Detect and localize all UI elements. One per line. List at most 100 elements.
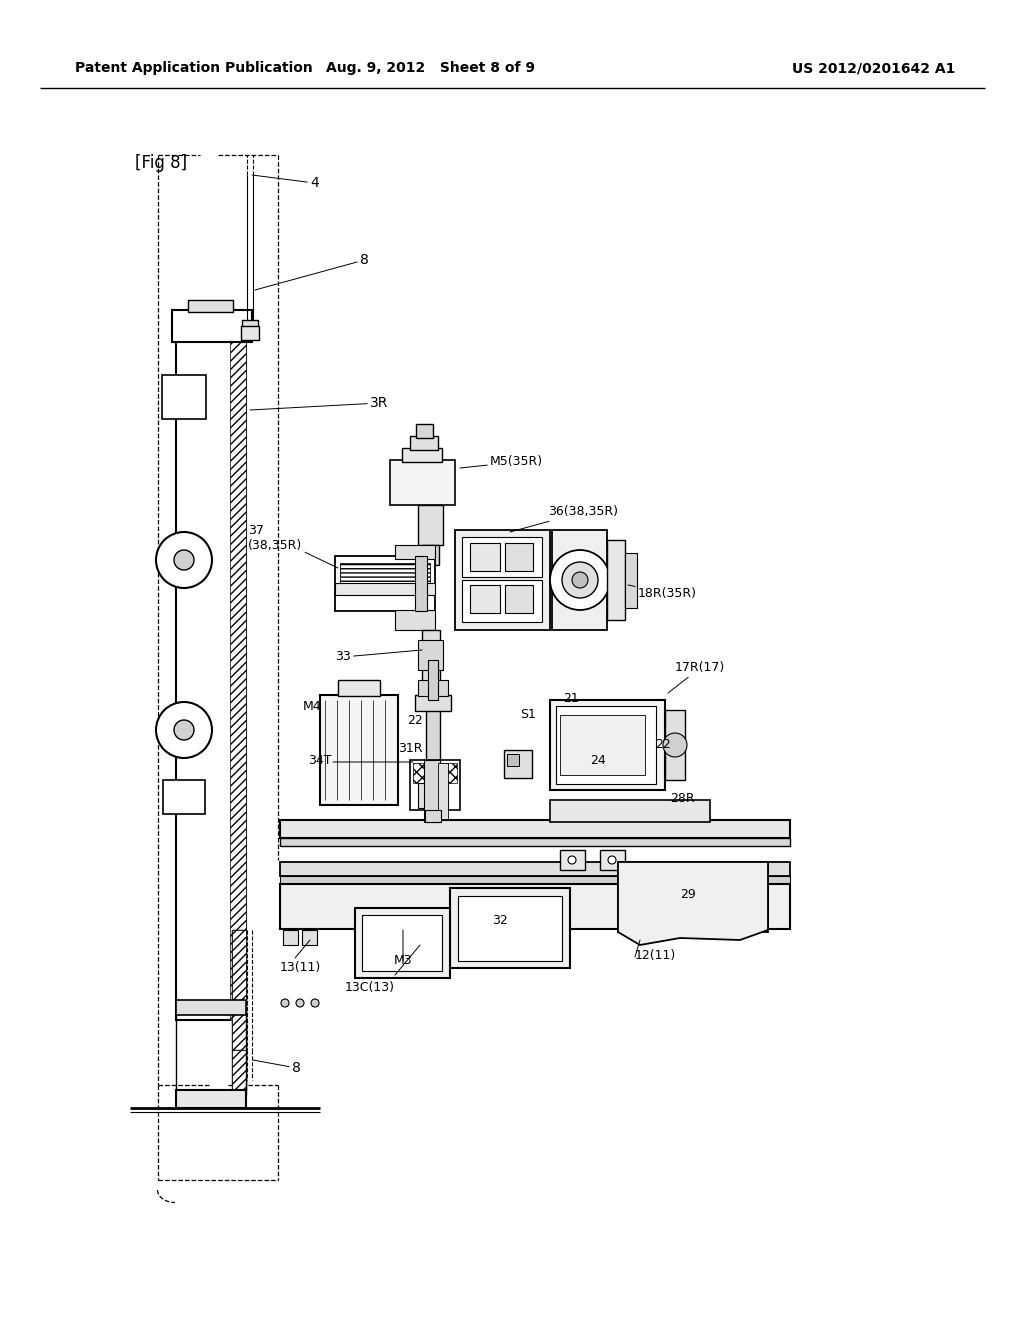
Bar (176, 1001, 246, 1015)
Text: 18R(35R): 18R(35R) (628, 585, 697, 599)
Bar (418, 783, 449, 808)
Circle shape (156, 702, 212, 758)
Bar (600, 850, 625, 870)
Text: M4: M4 (303, 700, 322, 713)
Bar (395, 610, 435, 630)
Bar (302, 931, 317, 945)
Circle shape (174, 719, 194, 741)
Text: M3: M3 (393, 953, 413, 966)
Circle shape (156, 532, 212, 587)
Bar (618, 862, 768, 932)
Bar (163, 780, 205, 814)
Bar (280, 862, 790, 876)
Text: 29: 29 (680, 888, 695, 902)
Bar (550, 800, 710, 822)
Bar (418, 640, 443, 671)
Bar (428, 660, 438, 700)
Bar (338, 680, 380, 696)
Text: 37
(38,35R): 37 (38,35R) (248, 524, 338, 568)
Text: 8: 8 (253, 1060, 301, 1074)
Bar (176, 1090, 246, 1107)
Text: 22: 22 (407, 714, 423, 726)
Text: Patent Application Publication: Patent Application Publication (75, 61, 312, 75)
Bar (507, 754, 519, 766)
Bar (455, 531, 550, 630)
Bar (162, 375, 206, 418)
Text: 13C(13): 13C(13) (345, 981, 395, 994)
Text: S1: S1 (520, 709, 536, 722)
Text: 21: 21 (563, 692, 579, 705)
Text: 3R: 3R (250, 396, 388, 411)
Bar (280, 876, 790, 884)
Bar (416, 424, 433, 438)
Bar (560, 850, 585, 870)
Circle shape (174, 550, 194, 570)
Text: 33: 33 (335, 649, 422, 664)
Bar (340, 564, 430, 583)
Text: 4: 4 (252, 176, 318, 190)
Bar (362, 915, 442, 972)
Bar (425, 810, 441, 822)
Bar (241, 326, 259, 341)
Bar (665, 710, 685, 780)
Text: 13(11): 13(11) (280, 961, 322, 974)
Text: 31R: 31R (398, 742, 423, 755)
Bar (232, 1049, 246, 1090)
Bar (462, 579, 542, 622)
Circle shape (608, 855, 616, 865)
Bar (560, 715, 645, 775)
Text: 34T: 34T (308, 754, 332, 767)
Bar (390, 459, 455, 506)
Circle shape (562, 562, 598, 598)
Bar (426, 710, 440, 760)
Circle shape (311, 999, 319, 1007)
Bar (242, 319, 258, 333)
Bar (458, 896, 562, 961)
Bar (188, 300, 233, 312)
Bar (607, 540, 625, 620)
Text: 22: 22 (655, 738, 671, 751)
Bar (410, 436, 438, 450)
Bar (418, 506, 443, 545)
Bar (410, 760, 460, 810)
Bar (413, 763, 457, 783)
Text: 28R: 28R (670, 792, 694, 804)
Bar (355, 908, 450, 978)
Bar (319, 696, 398, 805)
Bar (470, 543, 500, 572)
Bar (232, 931, 246, 1049)
Text: 12(11): 12(11) (635, 949, 676, 961)
Bar (470, 585, 500, 612)
Text: Aug. 9, 2012   Sheet 8 of 9: Aug. 9, 2012 Sheet 8 of 9 (326, 61, 535, 75)
Bar (552, 531, 607, 630)
Text: 32: 32 (493, 913, 508, 927)
Bar (462, 537, 542, 577)
Bar (172, 310, 252, 342)
Text: M5(35R): M5(35R) (460, 455, 543, 469)
Bar (335, 583, 435, 595)
Bar (418, 680, 449, 696)
Bar (176, 341, 246, 1020)
Circle shape (568, 855, 575, 865)
Text: 17R(17): 17R(17) (668, 661, 725, 693)
Bar (232, 931, 246, 1049)
Bar (335, 556, 435, 611)
Bar (438, 763, 449, 818)
Bar (505, 543, 534, 572)
Bar (280, 838, 790, 846)
Bar (280, 884, 790, 929)
Bar (625, 553, 637, 609)
Bar (415, 696, 451, 711)
Bar (230, 341, 246, 1020)
Bar (422, 630, 440, 710)
Bar (395, 545, 435, 558)
Circle shape (550, 550, 610, 610)
Text: 24: 24 (590, 754, 606, 767)
Bar (504, 750, 532, 777)
Bar (505, 585, 534, 612)
Bar (424, 760, 440, 822)
Bar (283, 931, 298, 945)
Circle shape (281, 999, 289, 1007)
Text: 8: 8 (255, 253, 369, 290)
Text: 36(38,35R): 36(38,35R) (510, 506, 618, 532)
